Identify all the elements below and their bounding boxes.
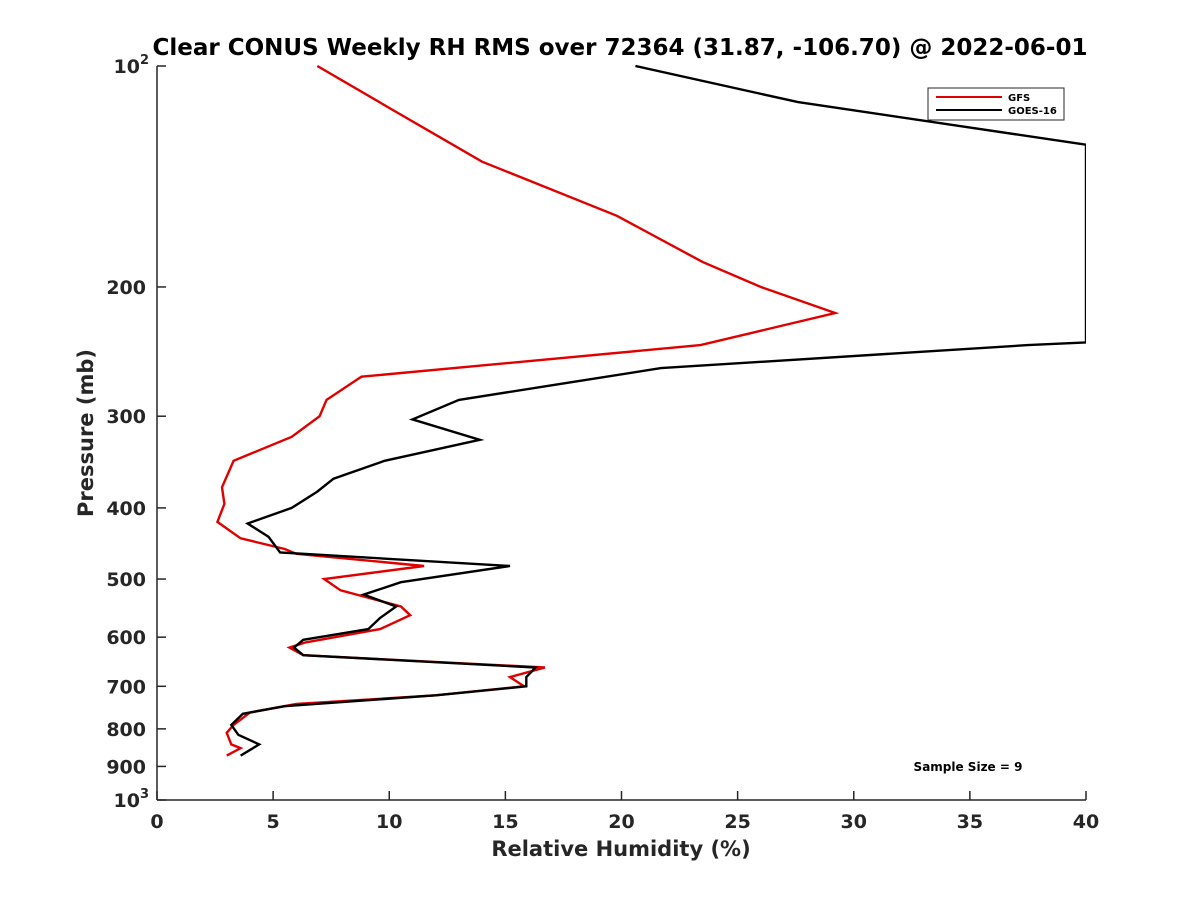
legend-label-goes16: GOES-16 <box>1008 106 1057 117</box>
y-tick-label: 400 <box>106 498 146 520</box>
x-tick-label: 40 <box>1073 811 1099 833</box>
sample-size-annotation: Sample Size = 9 <box>914 760 1023 774</box>
y-tick-label: 300 <box>106 406 146 428</box>
x-ticks: 0 5 10 15 20 25 30 35 40 <box>150 791 1099 833</box>
x-tick-label: 10 <box>376 811 402 833</box>
chart-title: Clear CONUS Weekly RH RMS over 72364 (31… <box>153 35 1088 61</box>
legend: GFS GOES-16 <box>927 87 1065 121</box>
plot-area <box>215 65 1086 757</box>
series-line-goes16 <box>229 65 1086 757</box>
x-tick-label: 15 <box>492 811 518 833</box>
x-tick-label: 5 <box>267 811 280 833</box>
y-tick-label: 200 <box>106 277 146 299</box>
x-axis-label: Relative Humidity (%) <box>491 837 750 861</box>
x-tick-label: 20 <box>608 811 634 833</box>
legend-label-gfs: GFS <box>1008 93 1030 104</box>
y-tick-exponent: 2 <box>140 53 149 68</box>
series-line-gfs <box>215 65 840 757</box>
y-tick-label: 900 <box>106 756 146 778</box>
y-axis-label: Pressure (mb) <box>74 349 98 517</box>
y-tick-label: 600 <box>106 627 146 649</box>
legend-box <box>927 87 1065 121</box>
y-tick-label: 800 <box>106 719 146 741</box>
y-tick-label: 700 <box>106 676 146 698</box>
y-tick-label: 500 <box>106 569 146 591</box>
x-tick-label: 30 <box>841 811 867 833</box>
y-tick-label: 10 <box>114 790 140 812</box>
x-tick-label: 35 <box>957 811 983 833</box>
x-tick-label: 0 <box>150 811 163 833</box>
x-tick-label: 25 <box>724 811 750 833</box>
y-tick-label: 10 <box>114 56 140 78</box>
y-tick-exponent: 3 <box>140 787 149 802</box>
